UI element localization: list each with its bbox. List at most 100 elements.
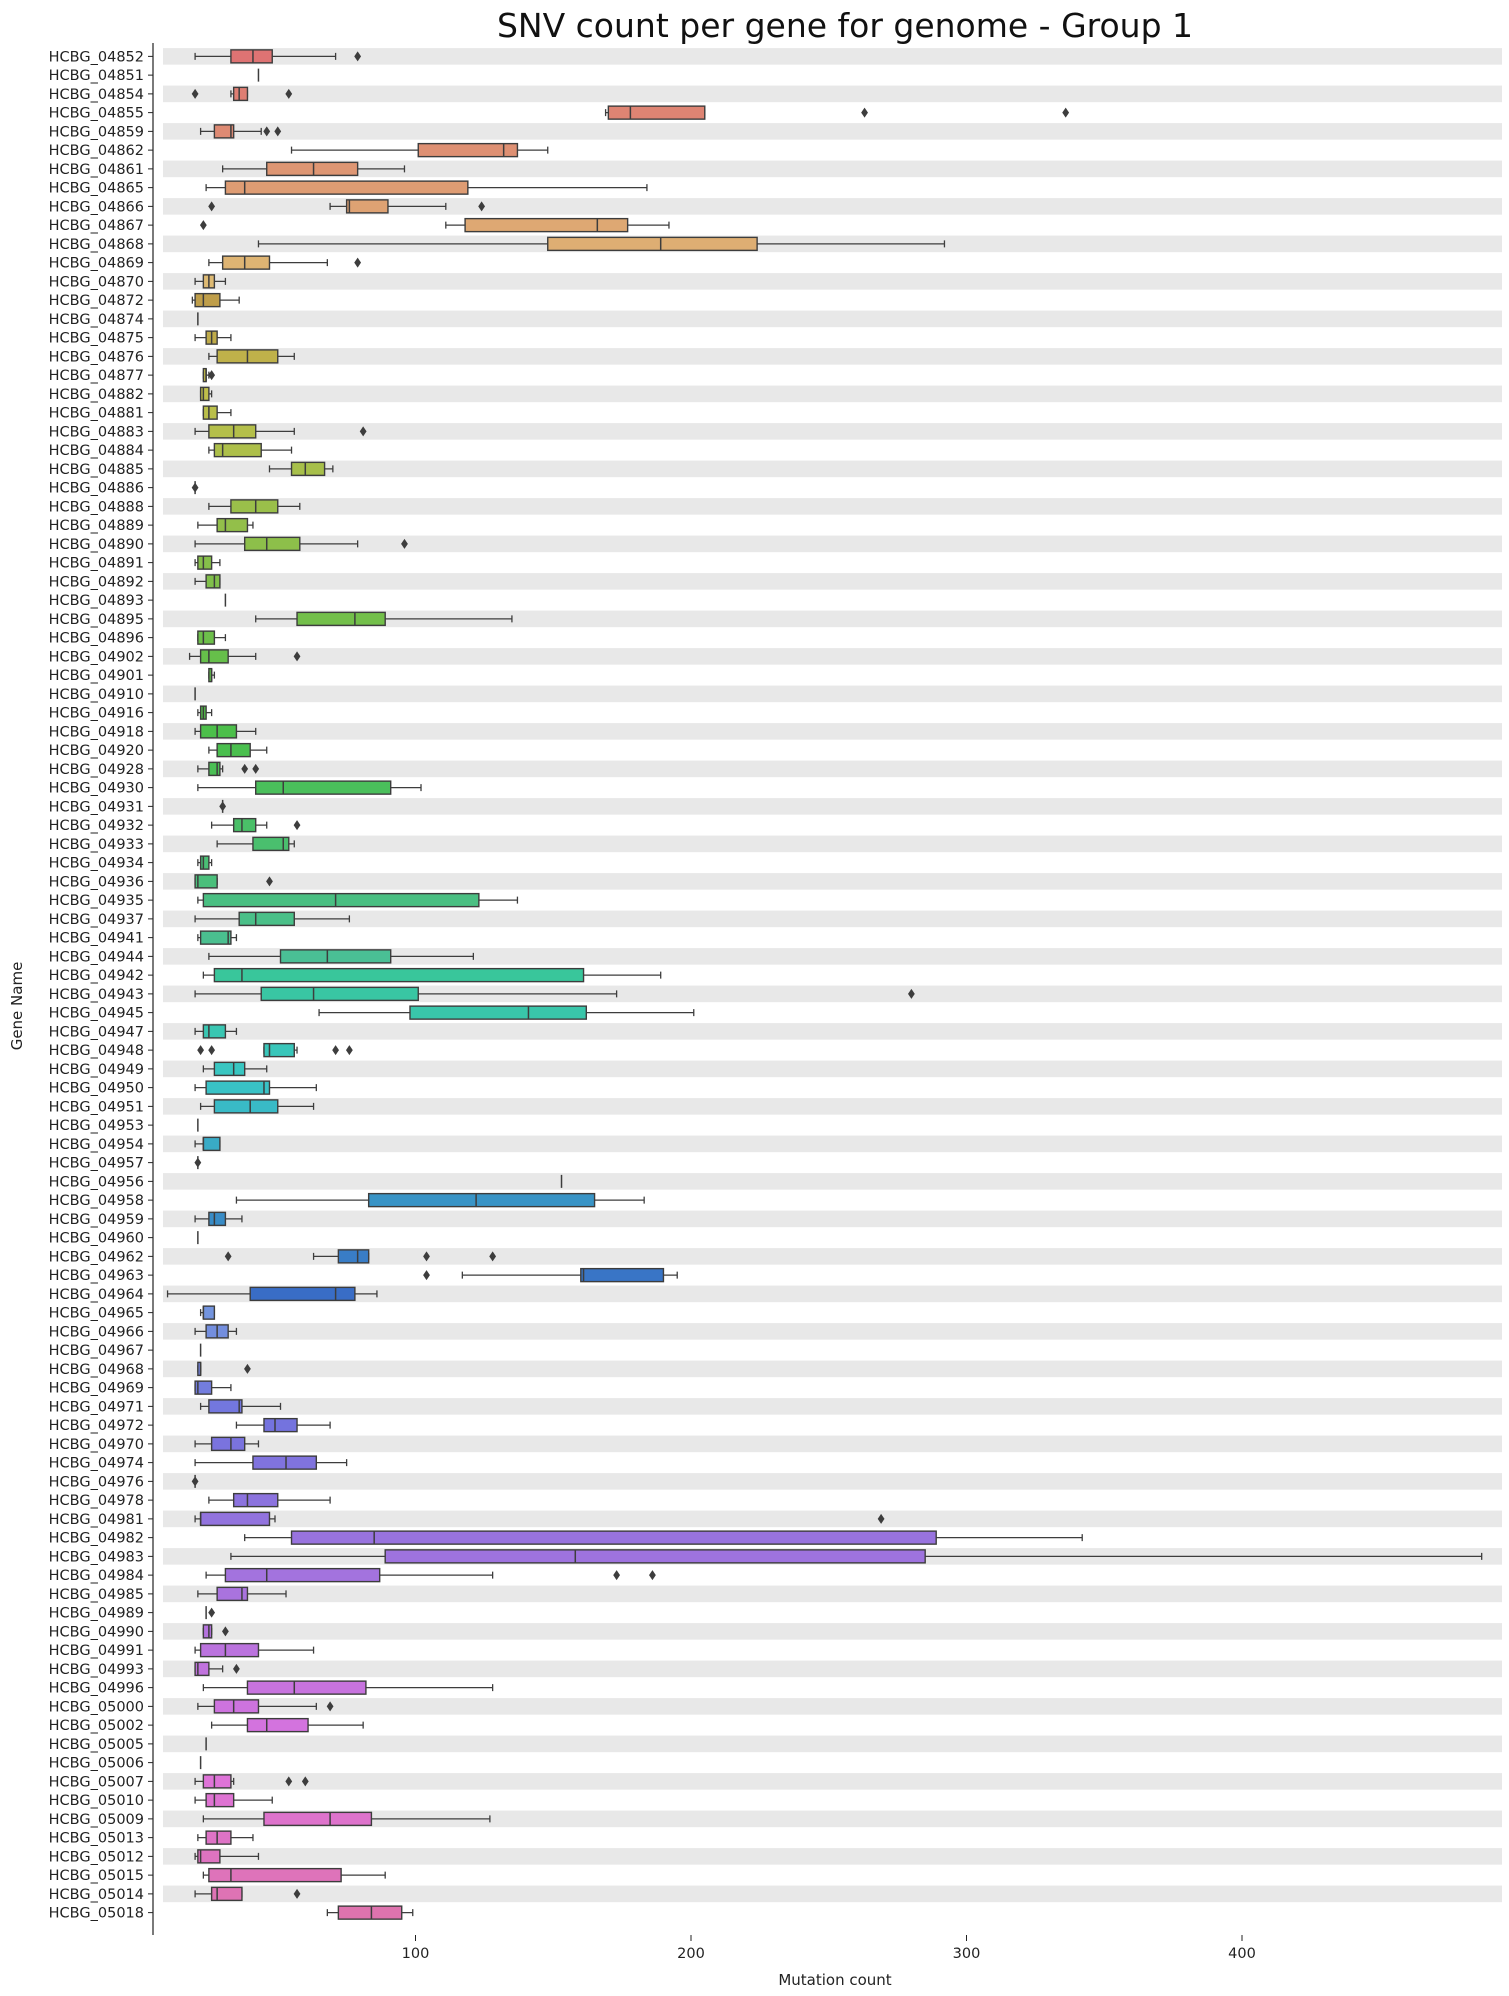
y-tick-label: HCBG_04970 xyxy=(49,1437,144,1453)
y-tick-label: HCBG_04962 xyxy=(49,1249,144,1265)
x-axis: 100 200 300 400 xyxy=(402,1935,1256,1962)
row-stripe xyxy=(163,1885,1502,1903)
iqr-box xyxy=(202,1624,213,1639)
row-stripe xyxy=(163,1135,1502,1153)
iqr-box xyxy=(279,949,392,964)
y-tick-label: HCBG_04902 xyxy=(49,649,144,665)
y-tick-label: HCBG_04978 xyxy=(49,1493,144,1509)
iqr-box xyxy=(199,855,210,870)
gene-box xyxy=(290,142,549,158)
y-axis: HCBG_04852 HCBG_04851 HCBG_04854 HCBG_04855… xyxy=(49,43,154,1935)
y-tick-label: HCBG_04882 xyxy=(49,387,144,403)
iqr-box xyxy=(199,930,232,945)
row-stripe xyxy=(163,835,1502,853)
gene-box xyxy=(194,1024,238,1039)
outlier-marker xyxy=(197,1045,205,1056)
iqr-box xyxy=(232,1492,279,1508)
gene-box xyxy=(205,1606,216,1620)
y-tick-label: HCBG_04890 xyxy=(49,537,144,553)
iqr-box xyxy=(266,161,359,177)
y-tick-label: HCBG_04866 xyxy=(49,199,144,215)
gene-box xyxy=(191,292,240,308)
outlier-marker xyxy=(301,1776,309,1787)
iqr-box xyxy=(367,1192,596,1208)
outlier-marker xyxy=(285,1776,293,1787)
row-stripe xyxy=(163,273,1502,290)
iqr-box xyxy=(290,461,326,477)
y-tick-label: HCBG_04872 xyxy=(49,293,144,309)
iqr-box xyxy=(580,1267,665,1283)
y-tick-label: HCBG_04951 xyxy=(49,1099,144,1115)
gene-box xyxy=(230,1549,1483,1564)
gene-box xyxy=(202,405,232,420)
iqr-box xyxy=(197,1849,221,1864)
y-tick-label: HCBG_04942 xyxy=(49,968,144,984)
y-tick-label: HCBG_04971 xyxy=(49,1399,144,1415)
y-tick-label: HCBG_04943 xyxy=(49,987,144,1003)
outlier-marker xyxy=(285,88,293,99)
y-tick-label: HCBG_04933 xyxy=(49,837,144,853)
iqr-box xyxy=(409,1005,588,1020)
iqr-box xyxy=(263,1042,295,1058)
y-tick-label: HCBG_04957 xyxy=(49,1156,144,1172)
row-stripe xyxy=(163,1698,1502,1715)
row-stripe xyxy=(163,1585,1502,1603)
y-tick-label: HCBG_04918 xyxy=(49,724,144,740)
gene-box xyxy=(194,1511,885,1527)
y-tick-label: HCBG_04875 xyxy=(49,331,144,347)
gene-box xyxy=(199,1399,282,1414)
y-tick-label: HCBG_04877 xyxy=(49,368,144,384)
gene-box xyxy=(194,424,367,439)
iqr-box xyxy=(213,967,585,983)
row-stripe xyxy=(163,910,1502,928)
row-stripe xyxy=(163,1848,1502,1865)
gene-box xyxy=(202,1061,268,1077)
y-tick-label: HCBG_04983 xyxy=(49,1549,144,1565)
y-tick-label: HCBG_04859 xyxy=(49,124,144,140)
gene-box xyxy=(191,481,199,495)
iqr-box xyxy=(255,780,392,795)
y-tick-label: HCBG_04928 xyxy=(49,762,144,778)
iqr-box xyxy=(202,892,480,908)
iqr-box xyxy=(216,517,249,533)
iqr-box xyxy=(202,1774,232,1789)
y-tick-label: HCBG_04884 xyxy=(49,443,144,459)
gene-box xyxy=(197,1361,251,1377)
y-tick-label: HCBG_04876 xyxy=(49,349,144,365)
y-tick-label: HCBG_04965 xyxy=(49,1306,144,1322)
gene-box xyxy=(219,799,227,813)
gene-box xyxy=(257,236,946,252)
y-tick-label: HCBG_05000 xyxy=(49,1699,144,1715)
iqr-box xyxy=(205,1080,271,1095)
iqr-box xyxy=(208,1211,227,1227)
outlier-marker xyxy=(266,876,273,887)
y-tick-label: HCBG_04854 xyxy=(49,87,144,103)
outlier-marker xyxy=(199,220,207,231)
iqr-box xyxy=(197,555,213,570)
y-tick-label: HCBG_04891 xyxy=(49,556,144,572)
iqr-box xyxy=(205,574,221,589)
iqr-box xyxy=(213,1099,279,1114)
row-stripe xyxy=(163,1398,1502,1415)
y-tick-label: HCBG_05006 xyxy=(49,1756,144,1772)
gene-box xyxy=(202,1680,494,1695)
row-stripe xyxy=(163,198,1502,215)
outlier-marker xyxy=(908,988,915,999)
outlier-marker xyxy=(877,1513,885,1524)
gene-box xyxy=(199,1305,216,1320)
iqr-box xyxy=(238,911,295,927)
gene-box xyxy=(244,1530,1083,1545)
iqr-box xyxy=(252,836,290,852)
y-tick-label: HCBG_04947 xyxy=(49,1024,144,1040)
y-tick-label: HCBG_04886 xyxy=(49,481,144,497)
y-tick-label: HCBG_04989 xyxy=(49,1606,144,1622)
outlier-marker xyxy=(861,107,868,118)
y-tick-label: HCBG_04893 xyxy=(49,593,144,609)
gene-box xyxy=(194,274,227,289)
iqr-box xyxy=(249,1286,356,1302)
gene-box xyxy=(194,1792,273,1808)
iqr-box xyxy=(224,180,469,195)
row-stripe xyxy=(163,610,1502,628)
y-tick-label: HCBG_04968 xyxy=(49,1362,144,1378)
row-stripe xyxy=(163,1285,1502,1303)
